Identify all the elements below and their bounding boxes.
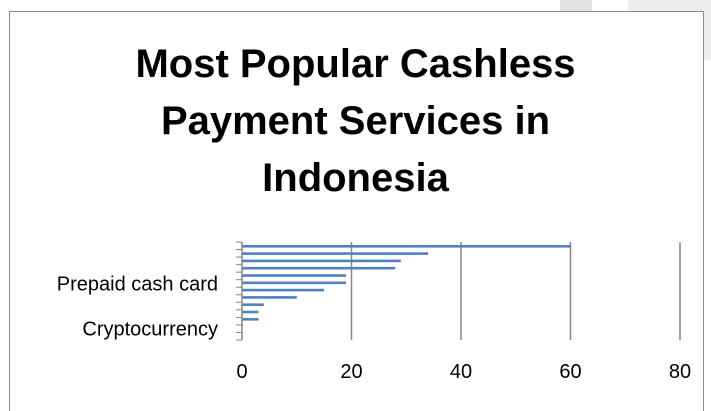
bar: [242, 310, 259, 314]
bar: [242, 288, 325, 292]
bar-chart: Prepaid cash card Cryptocurrency 0 20 40 60 8…: [57, 241, 691, 383]
category-label: Prepaid cash card: [57, 273, 218, 295]
bar: [242, 259, 401, 263]
chart-title-line-1: Most Popular Cashless: [135, 42, 576, 86]
gridlines: [350, 242, 681, 340]
chart-title: Most Popular Cashless Payment Services i…: [0, 36, 711, 207]
bar: [242, 252, 429, 255]
chart-title-line-3: Indonesia: [262, 156, 449, 200]
chart-title-line-2: Payment Services in: [160, 99, 551, 143]
bar: [242, 281, 347, 285]
bar: [242, 296, 297, 299]
chart-area: [9, 11, 704, 411]
bars: [242, 245, 571, 321]
bar: [242, 245, 571, 248]
category-label: Cryptocurrency: [82, 319, 218, 341]
bar: [242, 318, 259, 321]
x-tick-label: 80: [669, 361, 691, 383]
bar: [242, 303, 264, 306]
x-tick-label: 40: [450, 361, 472, 383]
category-labels: Prepaid cash card Cryptocurrency: [57, 273, 218, 340]
bar: [242, 274, 347, 277]
x-tick-labels: 0 20 40 60 80: [236, 361, 691, 383]
x-tick-label: 20: [340, 361, 362, 383]
x-tick-label: 60: [559, 361, 581, 383]
y-axis: [236, 241, 243, 341]
x-tick-label: 0: [236, 361, 247, 383]
bar: [242, 266, 396, 270]
